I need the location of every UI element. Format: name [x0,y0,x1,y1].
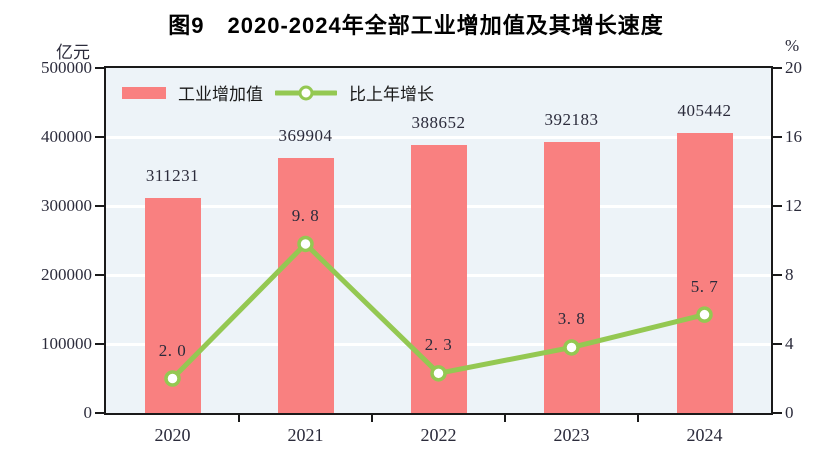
left-axis-tick [95,412,104,414]
legend-line-label: 比上年增长 [349,85,434,104]
left-axis-tick-label: 500000 [41,58,92,77]
right-axis-tick [773,67,782,69]
bar-value-label: 388652 [411,112,466,132]
x-axis-category-label: 2023 [553,425,590,445]
x-axis-category-label: 2024 [686,425,723,445]
left-axis-tick-label: 100000 [41,334,92,353]
x-axis-tick [504,413,506,422]
bar-value-label: 392183 [544,110,599,130]
bar-value-label: 369904 [278,125,333,145]
left-axis-tick [95,274,104,276]
right-axis-tick-label: 20 [785,58,802,77]
right-axis-unit: % [785,36,800,55]
legend-bar-swatch-icon [122,86,166,99]
left-axis-unit: 亿元 [56,43,90,62]
right-axis-tick [773,343,782,345]
right-axis-tick-label: 8 [785,265,794,284]
x-axis-tick [637,413,639,422]
legend: 工业增加值 比上年增长 [122,80,434,105]
bar [543,142,600,413]
legend-bar-label: 工业增加值 [178,85,263,104]
line-point-label: 3. 8 [557,309,586,329]
x-axis-category-label: 2021 [287,425,324,445]
left-axis-tick-label: 400000 [41,127,92,146]
right-axis-tick [773,205,782,207]
chart-title: 图9 2020-2024年全部工业增加值及其增长速度 [168,13,664,38]
left-axis-tick-label: 0 [83,403,93,422]
right-axis-tick-label: 4 [785,334,794,353]
right-axis-tick [773,274,782,276]
left-axis-tick [95,136,104,138]
left-axis-tick [95,343,104,345]
legend-line-marker-icon [275,85,337,100]
bar [676,133,733,413]
bar-value-label: 405442 [677,101,732,121]
line-point-label: 9. 8 [291,205,320,225]
left-axis-tick [95,67,104,69]
right-axis-tick-label: 16 [785,127,802,146]
left-axis-tick-label: 200000 [41,265,92,284]
bar [144,198,201,413]
grid-line [106,135,771,139]
left-axis-tick-label: 300000 [41,196,92,215]
line-point-label: 2. 3 [424,335,453,355]
line-point-label: 5. 7 [690,276,719,296]
right-axis-tick-label: 12 [785,196,802,215]
x-axis-tick [238,413,240,422]
left-axis-tick [95,205,104,207]
x-axis-category-label: 2022 [420,425,457,445]
right-axis-tick [773,412,782,414]
bar-value-label: 311231 [145,166,200,186]
right-axis-tick [773,136,782,138]
right-axis-tick-label: 0 [785,403,794,422]
bar [277,157,334,413]
bar [410,144,467,413]
x-axis-tick [371,413,373,422]
plot-area: 工业增加值 比上年增长 311231 369904 388652 392183 4054… [95,66,782,422]
line-point-label: 2. 0 [158,340,187,360]
x-axis-category-label: 2020 [154,425,191,445]
